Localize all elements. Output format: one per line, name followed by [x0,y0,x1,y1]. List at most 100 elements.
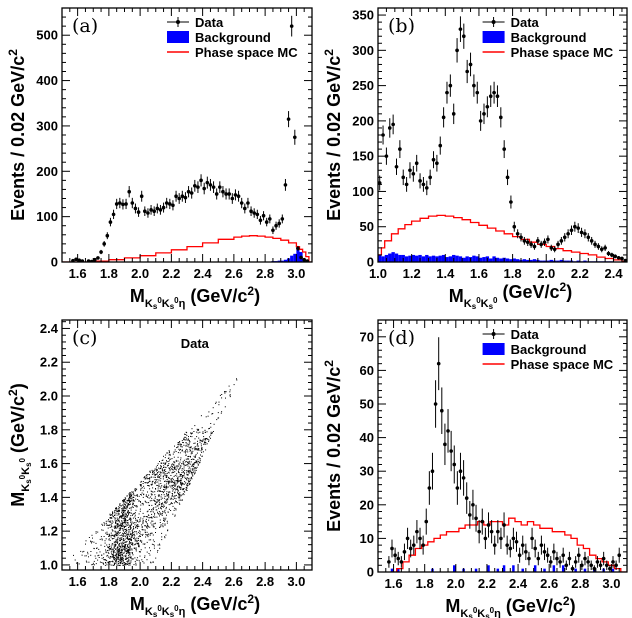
scatter-point [129,501,130,503]
scatter-point [140,480,142,482]
scatter-point [160,463,162,464]
legend-entry: Data [482,15,540,30]
scatter-point [116,538,118,540]
x-label-rest-sub: s [170,302,175,311]
scatter-point [190,446,192,448]
x-label-rest-sup: 0 [493,296,498,305]
scatter-point [136,527,138,529]
scatter-point [115,525,117,527]
scatter-point [197,449,199,451]
scatter-point [157,550,159,551]
scatter-point [168,495,170,497]
scatter-point [218,417,220,419]
scatter-point [116,525,118,527]
scatter-point [200,454,201,456]
x-label-units: (GeV/c [185,594,247,614]
scatter-point [125,514,127,516]
data-marker [255,212,260,217]
scatter-point [109,520,111,522]
scatter-point [104,545,106,547]
scatter-point [148,497,150,499]
scatter-point [123,501,124,503]
scatter-point [108,538,110,540]
scatter-point [133,536,135,538]
data-point [452,445,457,484]
y-label-units-end: ) [8,383,28,389]
data-marker [214,192,219,196]
legend-box [482,31,505,43]
scatter-point [109,526,111,528]
scatter-point [181,463,183,465]
scatter-point [145,478,147,480]
scatter-point [177,471,179,473]
scatter-point [185,452,186,454]
scatter-point [135,505,136,507]
scatter-point [121,544,123,546]
data-point [520,535,525,555]
scatter-point [148,504,150,506]
scatter-point [129,500,131,502]
y-tick-label: 400 [36,73,58,88]
background-bar [391,252,395,262]
data-point [576,223,581,234]
scatter-point [138,525,140,527]
scatter-point [128,495,130,497]
data-marker [289,24,294,28]
scatter-point [120,558,122,560]
scatter-point [113,551,114,553]
scatter-point [132,503,134,505]
scatter-point [155,506,157,508]
scatter-point [129,528,131,530]
scatter-point [118,564,120,566]
x-label-sub2: s [472,302,477,311]
scatter-point [128,524,130,526]
scatter-point [139,508,141,510]
data-marker [486,523,491,527]
scatter-point [178,468,180,470]
data-point [149,204,153,215]
background-bar [487,565,490,572]
data-marker [586,560,590,564]
data-marker [394,164,399,169]
scatter-point [135,548,137,550]
data-point [468,52,473,77]
data-marker [606,251,611,256]
scatter-point [113,534,115,536]
scatter-point [167,486,169,488]
background-bar [583,568,587,572]
scatter-point [177,489,179,491]
scatter-point [142,496,144,498]
data-marker [603,246,607,250]
scatter-point [125,550,127,552]
scatter-point [188,467,190,469]
data-marker [483,536,488,541]
scatter-point [133,564,135,566]
data-point [480,508,485,535]
scatter-point [105,549,106,551]
data-point [446,409,450,453]
data-point [258,215,263,225]
scatter-point [116,548,118,550]
x-label-sup: 0 [476,296,481,305]
scatter-point [177,481,179,483]
y-label-main: Events / 0.02 GeV/c [8,56,28,221]
scatter-point [133,522,135,524]
scatter-point [159,490,161,491]
data-marker [428,175,432,180]
scatter-point [175,480,177,482]
scatter-point [126,560,128,562]
data-point [482,103,486,125]
data-point [402,543,407,561]
scatter-point [124,538,126,540]
scatter-point [171,493,173,494]
scatter-point [173,451,175,453]
scatter-point [119,554,121,556]
scatter-point [148,485,150,487]
scatter-point [164,463,166,465]
scatter-point [166,479,168,481]
scatter-point [172,467,174,468]
x-label-sub: K [460,608,468,618]
scatter-point [115,545,116,547]
scatter-point [173,484,175,486]
legend-box [167,31,189,43]
